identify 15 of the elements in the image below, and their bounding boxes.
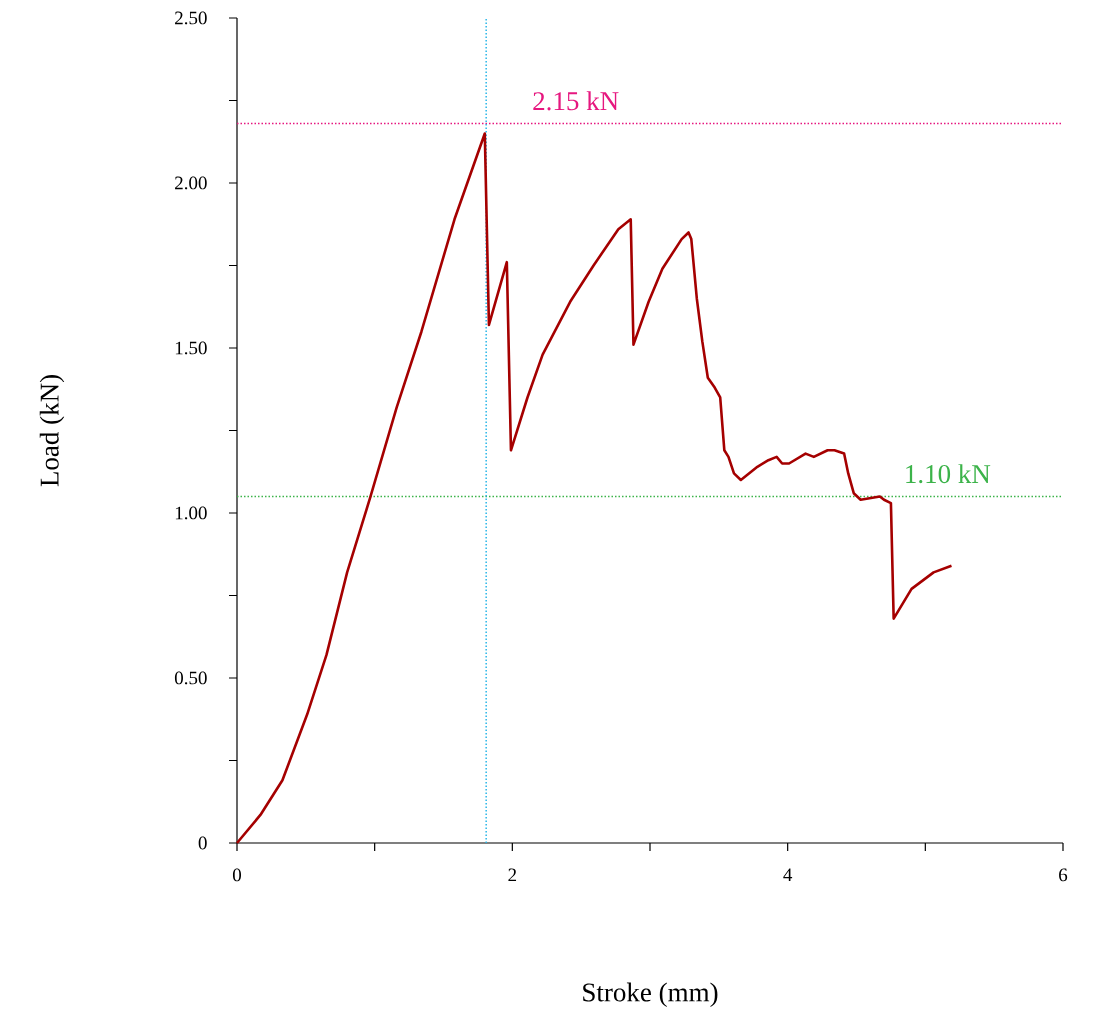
x-tick-label: 4 [783, 868, 793, 882]
ref-line-label: 1.10 kN [906, 464, 991, 484]
y-tick-label: 1.50 [175, 341, 207, 355]
text: 0 [198, 836, 207, 850]
ref-line-label: 2.15 kN [533, 91, 619, 111]
line-series [235, 132, 953, 845]
y-tick-label: 0.50 [174, 671, 207, 685]
y-tick-label: 2.00 [175, 176, 207, 190]
x-tick-label: 0 [232, 868, 242, 882]
x-tick-label: 2 [508, 868, 517, 882]
x-axis-title: Stroke (mm) [583, 982, 718, 1008]
y-tick-label: 1.00 [175, 506, 207, 520]
x-tick-label: 6 [1059, 868, 1068, 882]
y-axis-title: Load (kN) [39, 375, 65, 487]
y-tick-label: 2.50 [175, 11, 207, 25]
